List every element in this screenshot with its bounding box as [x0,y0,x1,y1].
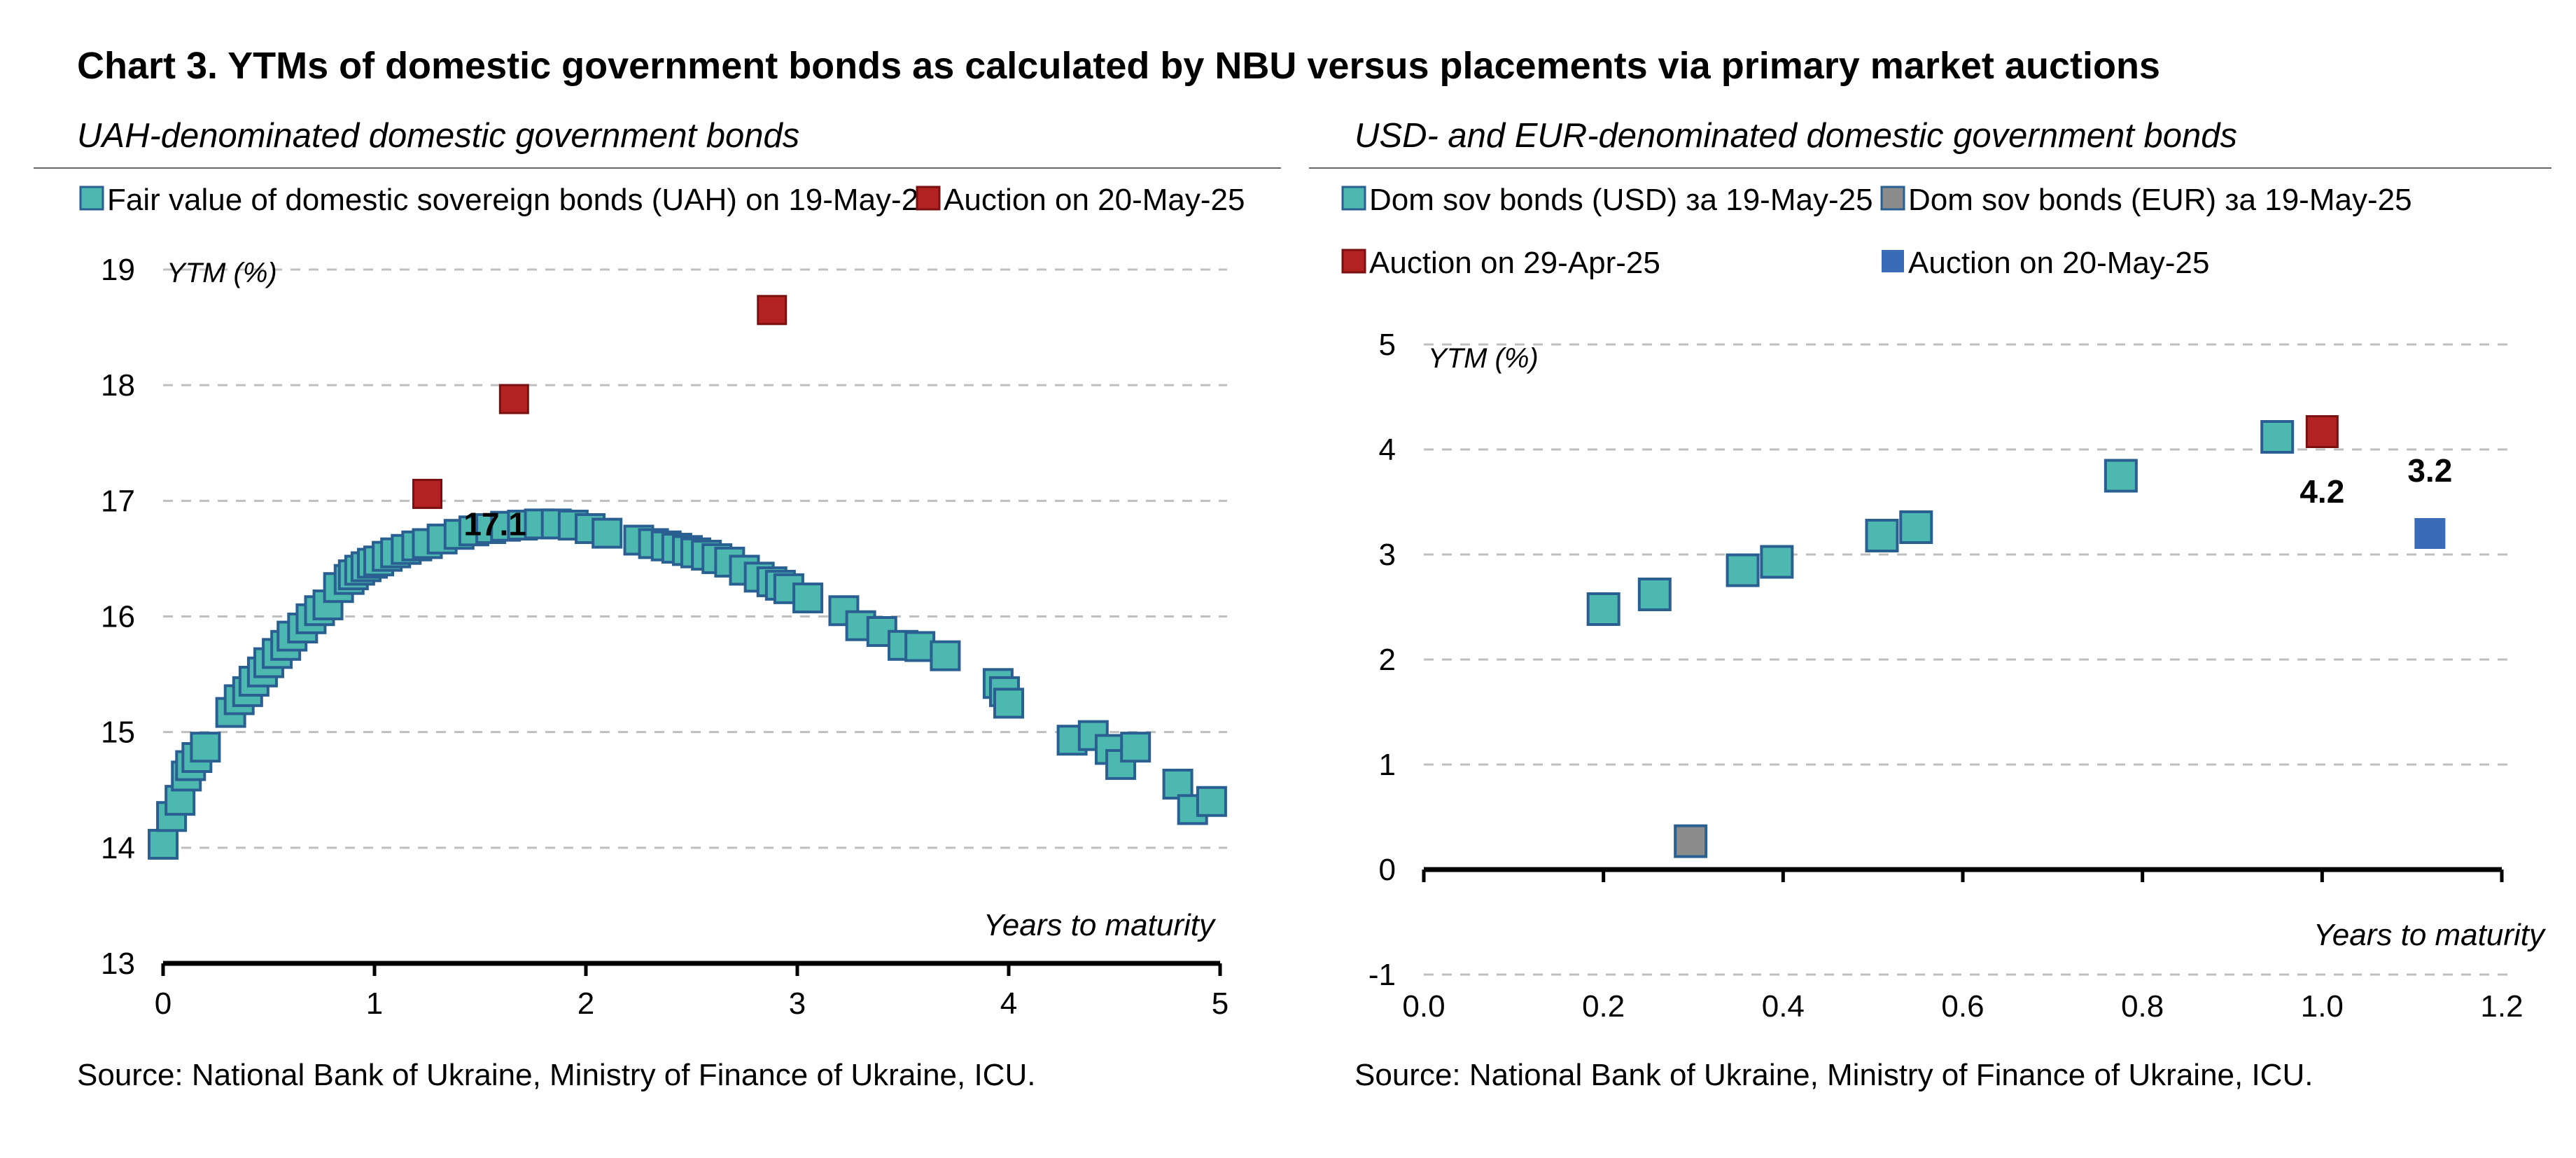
y-tick-label: 1 [1379,748,1396,782]
data-point-fair [993,688,1024,719]
data-point-fair [190,732,221,763]
data-point-fair [1865,519,1899,552]
data-point-fair [904,631,936,662]
chart-title: Chart 3. YTMs of domestic government bon… [77,45,2160,87]
y-tick-label: 13 [101,947,135,981]
legend-marker [916,186,941,211]
data-point-fair [2260,420,2295,454]
data-point-fair [1586,592,1620,626]
y-tick-label: 14 [101,831,135,865]
x-axis-title: Years to maturity [983,908,1217,942]
chart-subtitle: USD- and EUR-denominated domestic govern… [1354,117,2237,155]
legend-marker [1880,186,1905,211]
y-tick-label: 17 [101,484,135,518]
source-note: Source: National Bank of Ukraine, Minist… [77,1058,1035,1092]
x-tick-label: 5 [1212,986,1228,1021]
legend-label: Fair value of domestic sovereign bonds (… [107,183,936,217]
data-point-fair [2104,459,2138,493]
data-label: 3.2 [2407,452,2452,489]
data-point-fair [1637,578,1672,611]
data-label: 4.2 [2300,473,2344,510]
chart-panel-1: UAH-denominated domestic government bond… [34,117,1281,1092]
y-tick-label: 4 [1379,433,1396,467]
y-tick-label: 3 [1379,538,1396,572]
data-point-red [757,295,788,326]
y-axis-title: YTM (%) [167,258,277,288]
data-point-fair [1196,786,1227,817]
x-tick-label: 1.2 [2480,989,2523,1024]
data-point-eur [1674,824,1708,858]
legend-marker [1341,249,1366,274]
source-note: Source: National Bank of Ukraine, Minist… [1354,1058,2313,1092]
x-tick-label: 0.0 [1402,989,1445,1024]
x-tick-label: 1.0 [2301,989,2344,1024]
chart-panel-2: USD- and EUR-denominated domestic govern… [1309,117,2552,1092]
data-point-red [498,384,529,414]
y-tick-label: 16 [101,600,135,634]
legend-label: Dom sov bonds (EUR) за 19-May-25 [1908,183,2412,217]
y-tick-label: 15 [101,716,135,750]
y-tick-label: 0 [1379,853,1396,887]
y-tick-label: 2 [1379,643,1396,677]
legend-label: Auction on 20-May-25 [1908,246,2209,280]
data-label: 17.1 [463,505,526,542]
x-tick-label: 1 [366,986,383,1021]
x-tick-label: 0.6 [1941,989,1984,1024]
y-tick-label: 5 [1379,328,1396,362]
y-tick-label: -1 [1368,958,1396,992]
data-point-fair [148,828,178,860]
data-point-fair [1760,545,1794,579]
x-tick-label: 0.8 [2121,989,2164,1024]
x-axis-title: Years to maturity [2314,918,2547,952]
x-tick-label: 0.4 [1762,989,1805,1024]
data-point-fair [592,517,623,549]
legend-label: Auction on 29-Apr-25 [1369,246,1660,280]
data-point-fair [930,640,961,671]
y-tick-label: 18 [101,368,135,403]
data-point-fair [792,583,824,614]
x-tick-label: 0.2 [1582,989,1625,1024]
data-point-red [2305,415,2339,448]
chart-subtitle: UAH-denominated domestic government bond… [77,117,799,155]
legend-label: Auction on 20-May-25 [944,183,1245,217]
y-tick-label: 19 [101,253,135,287]
legend-marker [79,186,104,211]
data-point-blue [2414,518,2446,549]
data-point-red [412,478,442,509]
legend-marker [1341,186,1366,211]
data-point-fair [1120,732,1152,763]
legend-marker [1882,250,1904,272]
x-tick-label: 2 [578,986,594,1021]
data-point-fair [1162,768,1194,800]
data-point-fair [1899,510,1933,544]
data-point-fair [1726,553,1760,587]
y-axis-title: YTM (%) [1428,343,1539,374]
x-tick-label: 3 [789,986,806,1021]
x-tick-label: 0 [155,986,172,1021]
x-tick-label: 4 [1000,986,1017,1021]
legend-label: Dom sov bonds (USD) за 19-May-25 [1369,183,1873,217]
